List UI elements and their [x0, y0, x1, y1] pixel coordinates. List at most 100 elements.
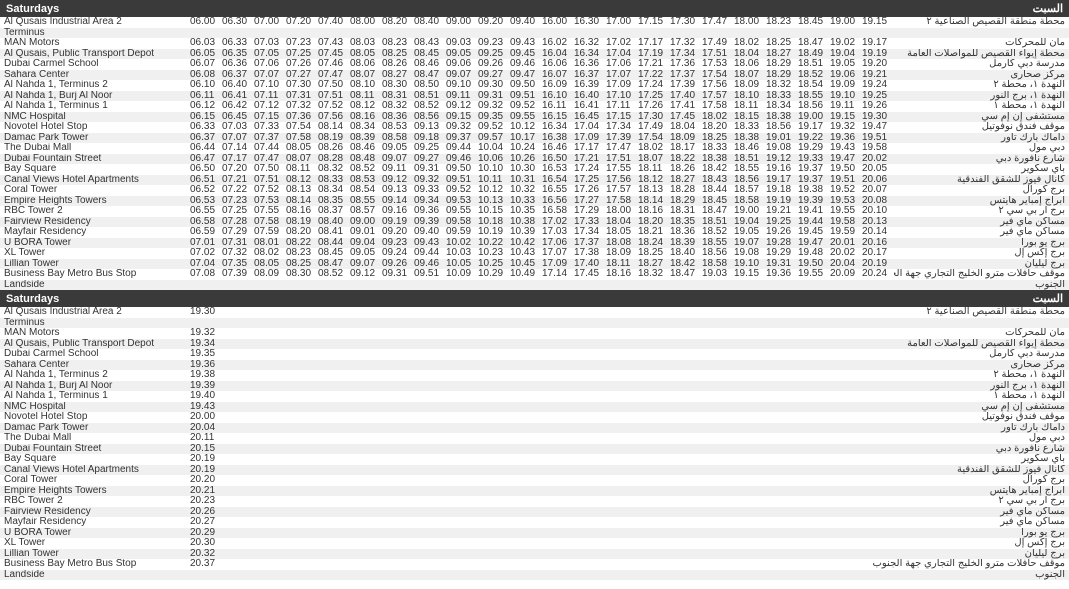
header-bar-1: Saturdays السبت: [0, 0, 1069, 17]
time-cell: 17.26: [638, 101, 670, 112]
time-cell: 10.29: [478, 269, 510, 280]
time-cell: 07.20: [222, 164, 254, 175]
time-cell: 09.13: [414, 122, 446, 133]
stop-name-ar: شارع نافورة دبي: [250, 444, 1069, 455]
time-cell: 09.06: [446, 59, 478, 70]
stop-name-ar: مان للمحركات: [250, 328, 1069, 339]
time-cell: 18.20: [702, 122, 734, 133]
time-cell: 06.36: [222, 59, 254, 70]
time-cell: 18.32: [638, 269, 670, 280]
time-cell: 18.36: [670, 227, 702, 238]
time-cell: 09.05: [350, 248, 382, 259]
stop-name-en: The Dubai Mall: [0, 433, 190, 444]
time-cell: 19.24: [862, 80, 894, 91]
time-cell: 17.15: [638, 17, 670, 28]
time-cell: 08.45: [318, 248, 350, 259]
time-cell: 10.09: [446, 269, 478, 280]
stop-name-ar: النهدة ١، محطة ٢: [250, 370, 1069, 381]
stop-name-ar: مركز صحارى: [894, 70, 1069, 81]
time-cell: 20.20: [190, 475, 250, 486]
stop-name-en: Business Bay Metro Bus Stop: [0, 559, 190, 570]
time-cell: 07.50: [318, 80, 350, 91]
time-cell: 19.47: [862, 122, 894, 133]
header-ar-1: السبت: [1033, 2, 1063, 15]
stop-name-en: Fairview Residency: [0, 507, 190, 518]
stop-name-en: Sahara Center: [0, 360, 190, 371]
stop-name-en: Novotel Hotel Stop: [0, 412, 190, 423]
time-cell: 18.28: [670, 185, 702, 196]
time-cell: 09.50: [446, 164, 478, 175]
time-cell: 08.37: [318, 206, 350, 217]
time-cell: 07.40: [318, 17, 350, 28]
time-cell: 17.11: [606, 101, 638, 112]
time-cell: 17.24: [638, 80, 670, 91]
stop-name-ar: مساكن ماي فير: [250, 517, 1069, 528]
time-cell: 20.37: [190, 559, 250, 570]
time-cell: 19.35: [190, 349, 250, 360]
time-cell: 08.52: [414, 101, 446, 112]
time-cell: 06.03: [190, 38, 222, 49]
time-cell: 19.41: [798, 206, 830, 217]
time-cell: 09.11: [382, 164, 414, 175]
time-cell: 16.39: [574, 80, 606, 91]
time-cell: 19.18: [766, 185, 798, 196]
table-row: Business Bay Metro Bus Stop07.0807.3908.…: [0, 269, 1069, 280]
time-cell: 10.39: [510, 227, 542, 238]
stop-name-ar: برج ليليان: [250, 549, 1069, 560]
stop-name-en: Damac Park Tower: [0, 423, 190, 434]
time-cell: 16.36: [574, 59, 606, 70]
time-cell: 20.27: [190, 517, 250, 528]
time-cell: 19.50: [830, 164, 862, 175]
time-cell: 18.40: [670, 248, 702, 259]
stop-name-ar: برج يو بورا: [250, 528, 1069, 539]
stop-name-ar: محطة إيواء القصيص للمواصلات العامة: [894, 49, 1069, 60]
stop-name-en: Dubai Carmel School: [0, 59, 190, 70]
table-row: Dubai Carmel School06.0706.3607.0607.260…: [0, 59, 1069, 70]
time-cell: 06.30: [222, 17, 254, 28]
time-cell: 16.53: [542, 164, 574, 175]
table-row: Dubai Fountain Street20.15شارع نافورة دب…: [0, 444, 1069, 455]
time-cell: 19.43: [830, 143, 862, 154]
time-cell: 20.07: [862, 185, 894, 196]
table-row: Al Qusais, Public Transport Depot19.34مح…: [0, 339, 1069, 350]
time-cell: 17.56: [702, 80, 734, 91]
time-cell: 07.23: [286, 38, 318, 49]
time-cell: 10.43: [510, 248, 542, 259]
stop-name-en: Coral Tower: [0, 475, 190, 486]
table-row: Bay Square06.5007.2007.5008.1108.3208.52…: [0, 164, 1069, 175]
time-cell: 09.50: [510, 80, 542, 91]
time-cell: 09.26: [478, 59, 510, 70]
time-cell: 06.33: [190, 122, 222, 133]
time-cell: 20.19: [190, 454, 250, 465]
time-cell: 07.39: [222, 269, 254, 280]
time-cell: 08.52: [350, 164, 382, 175]
time-cell: 19.11: [830, 101, 862, 112]
stop-name-en: Al Nahda 1, Terminus 1: [0, 101, 190, 112]
stop-name-ar: موقف فندق نوفوتيل: [894, 122, 1069, 133]
time-cell: 08.23: [382, 38, 414, 49]
time-cell: 18.23: [766, 17, 798, 28]
stop-name-ar: موقف حافلات مترو الخليج التجاري جهة الجن…: [894, 269, 1069, 280]
time-cell: 19.45: [798, 227, 830, 238]
stop-name-en: NMC Hospital: [0, 112, 190, 123]
header-ar-2: السبت: [1033, 292, 1063, 305]
timetable-2: Al Qusais Industrial Area 219.30محطة منط…: [0, 307, 1069, 580]
table-row: The Dubai Mall06.4407.1407.4408.0508.260…: [0, 143, 1069, 154]
stop-name-en: MAN Motors: [0, 38, 190, 49]
time-cell: 17.17: [574, 143, 606, 154]
time-cell: 19.52: [830, 185, 862, 196]
time-cell: 08.10: [350, 80, 382, 91]
time-cell: 09.51: [414, 269, 446, 280]
time-cell: 19.29: [766, 248, 798, 259]
time-cell: 06.40: [222, 80, 254, 91]
table-row: Empire Heights Towers20.21أبراج إمباير ه…: [0, 486, 1069, 497]
table-row: Mayfair Residency20.27مساكن ماي فير: [0, 517, 1069, 528]
time-cell: 09.40: [414, 227, 446, 238]
time-cell: 09.24: [382, 248, 414, 259]
stop-name-ar: برج آر بي سي ٢: [250, 496, 1069, 507]
time-cell: 17.21: [638, 59, 670, 70]
stop-name-en: Bay Square: [0, 164, 190, 175]
time-cell: 09.36: [414, 206, 446, 217]
table-row: Business Bay Metro Bus Stop20.37موقف حاف…: [0, 559, 1069, 570]
time-cell: 09.55: [446, 206, 478, 217]
